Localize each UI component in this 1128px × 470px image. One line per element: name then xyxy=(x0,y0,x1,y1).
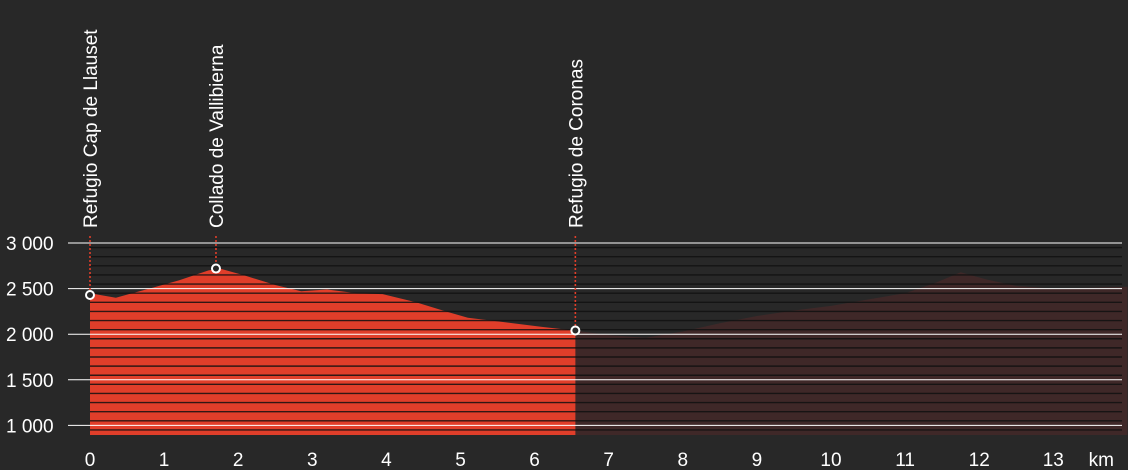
waypoint-label-0: Refugio Cap de Llauset xyxy=(81,29,102,228)
y-tick-label-1000: 1 000 xyxy=(6,416,54,437)
x-tick-label-3: 3 xyxy=(307,450,318,470)
profile-area-remaining xyxy=(575,272,1128,435)
waypoint-marker-1 xyxy=(210,263,221,274)
waypoint-label-2: Refugio de Coronas xyxy=(566,59,587,228)
y-axis-ticks: 1 000 1 500 2 000 2 500 3 000 xyxy=(6,234,54,437)
x-tick-label-8: 8 xyxy=(678,450,689,470)
x-tick-label-10: 10 xyxy=(820,450,841,470)
x-axis-unit: km xyxy=(1089,450,1114,470)
x-tick-label-1: 1 xyxy=(159,450,170,470)
x-axis-ticks: 0 1 2 3 4 5 6 7 8 9 10 11 12 13 km xyxy=(85,450,1114,470)
minor-gridlines xyxy=(90,246,1122,431)
major-gridlines xyxy=(68,242,1122,426)
waypoint-marker-2 xyxy=(570,325,581,336)
y-tick-label-2000: 2 000 xyxy=(6,325,54,346)
x-tick-label-11: 11 xyxy=(895,450,915,470)
x-tick-label-6: 6 xyxy=(529,450,540,470)
waypoint-marker-0 xyxy=(85,289,95,300)
y-tick-label-2500: 2 500 xyxy=(6,280,54,301)
waypoint-markers: Refugio Cap de Llauset Collado de Vallibi… xyxy=(81,29,587,336)
x-tick-label-9: 9 xyxy=(752,450,763,470)
x-tick-label-5: 5 xyxy=(455,450,466,470)
y-tick-label-1500: 1 500 xyxy=(6,371,54,392)
x-tick-label-0: 0 xyxy=(85,450,96,470)
x-tick-label-4: 4 xyxy=(381,450,392,470)
x-tick-label-12: 12 xyxy=(969,450,990,470)
x-tick-label-13: 13 xyxy=(1043,450,1064,470)
y-tick-label-3000: 3 000 xyxy=(6,234,54,255)
x-tick-label-2: 2 xyxy=(233,450,244,470)
x-tick-label-7: 7 xyxy=(603,450,614,470)
waypoint-label-1: Collado de Vallibierna xyxy=(207,44,228,228)
